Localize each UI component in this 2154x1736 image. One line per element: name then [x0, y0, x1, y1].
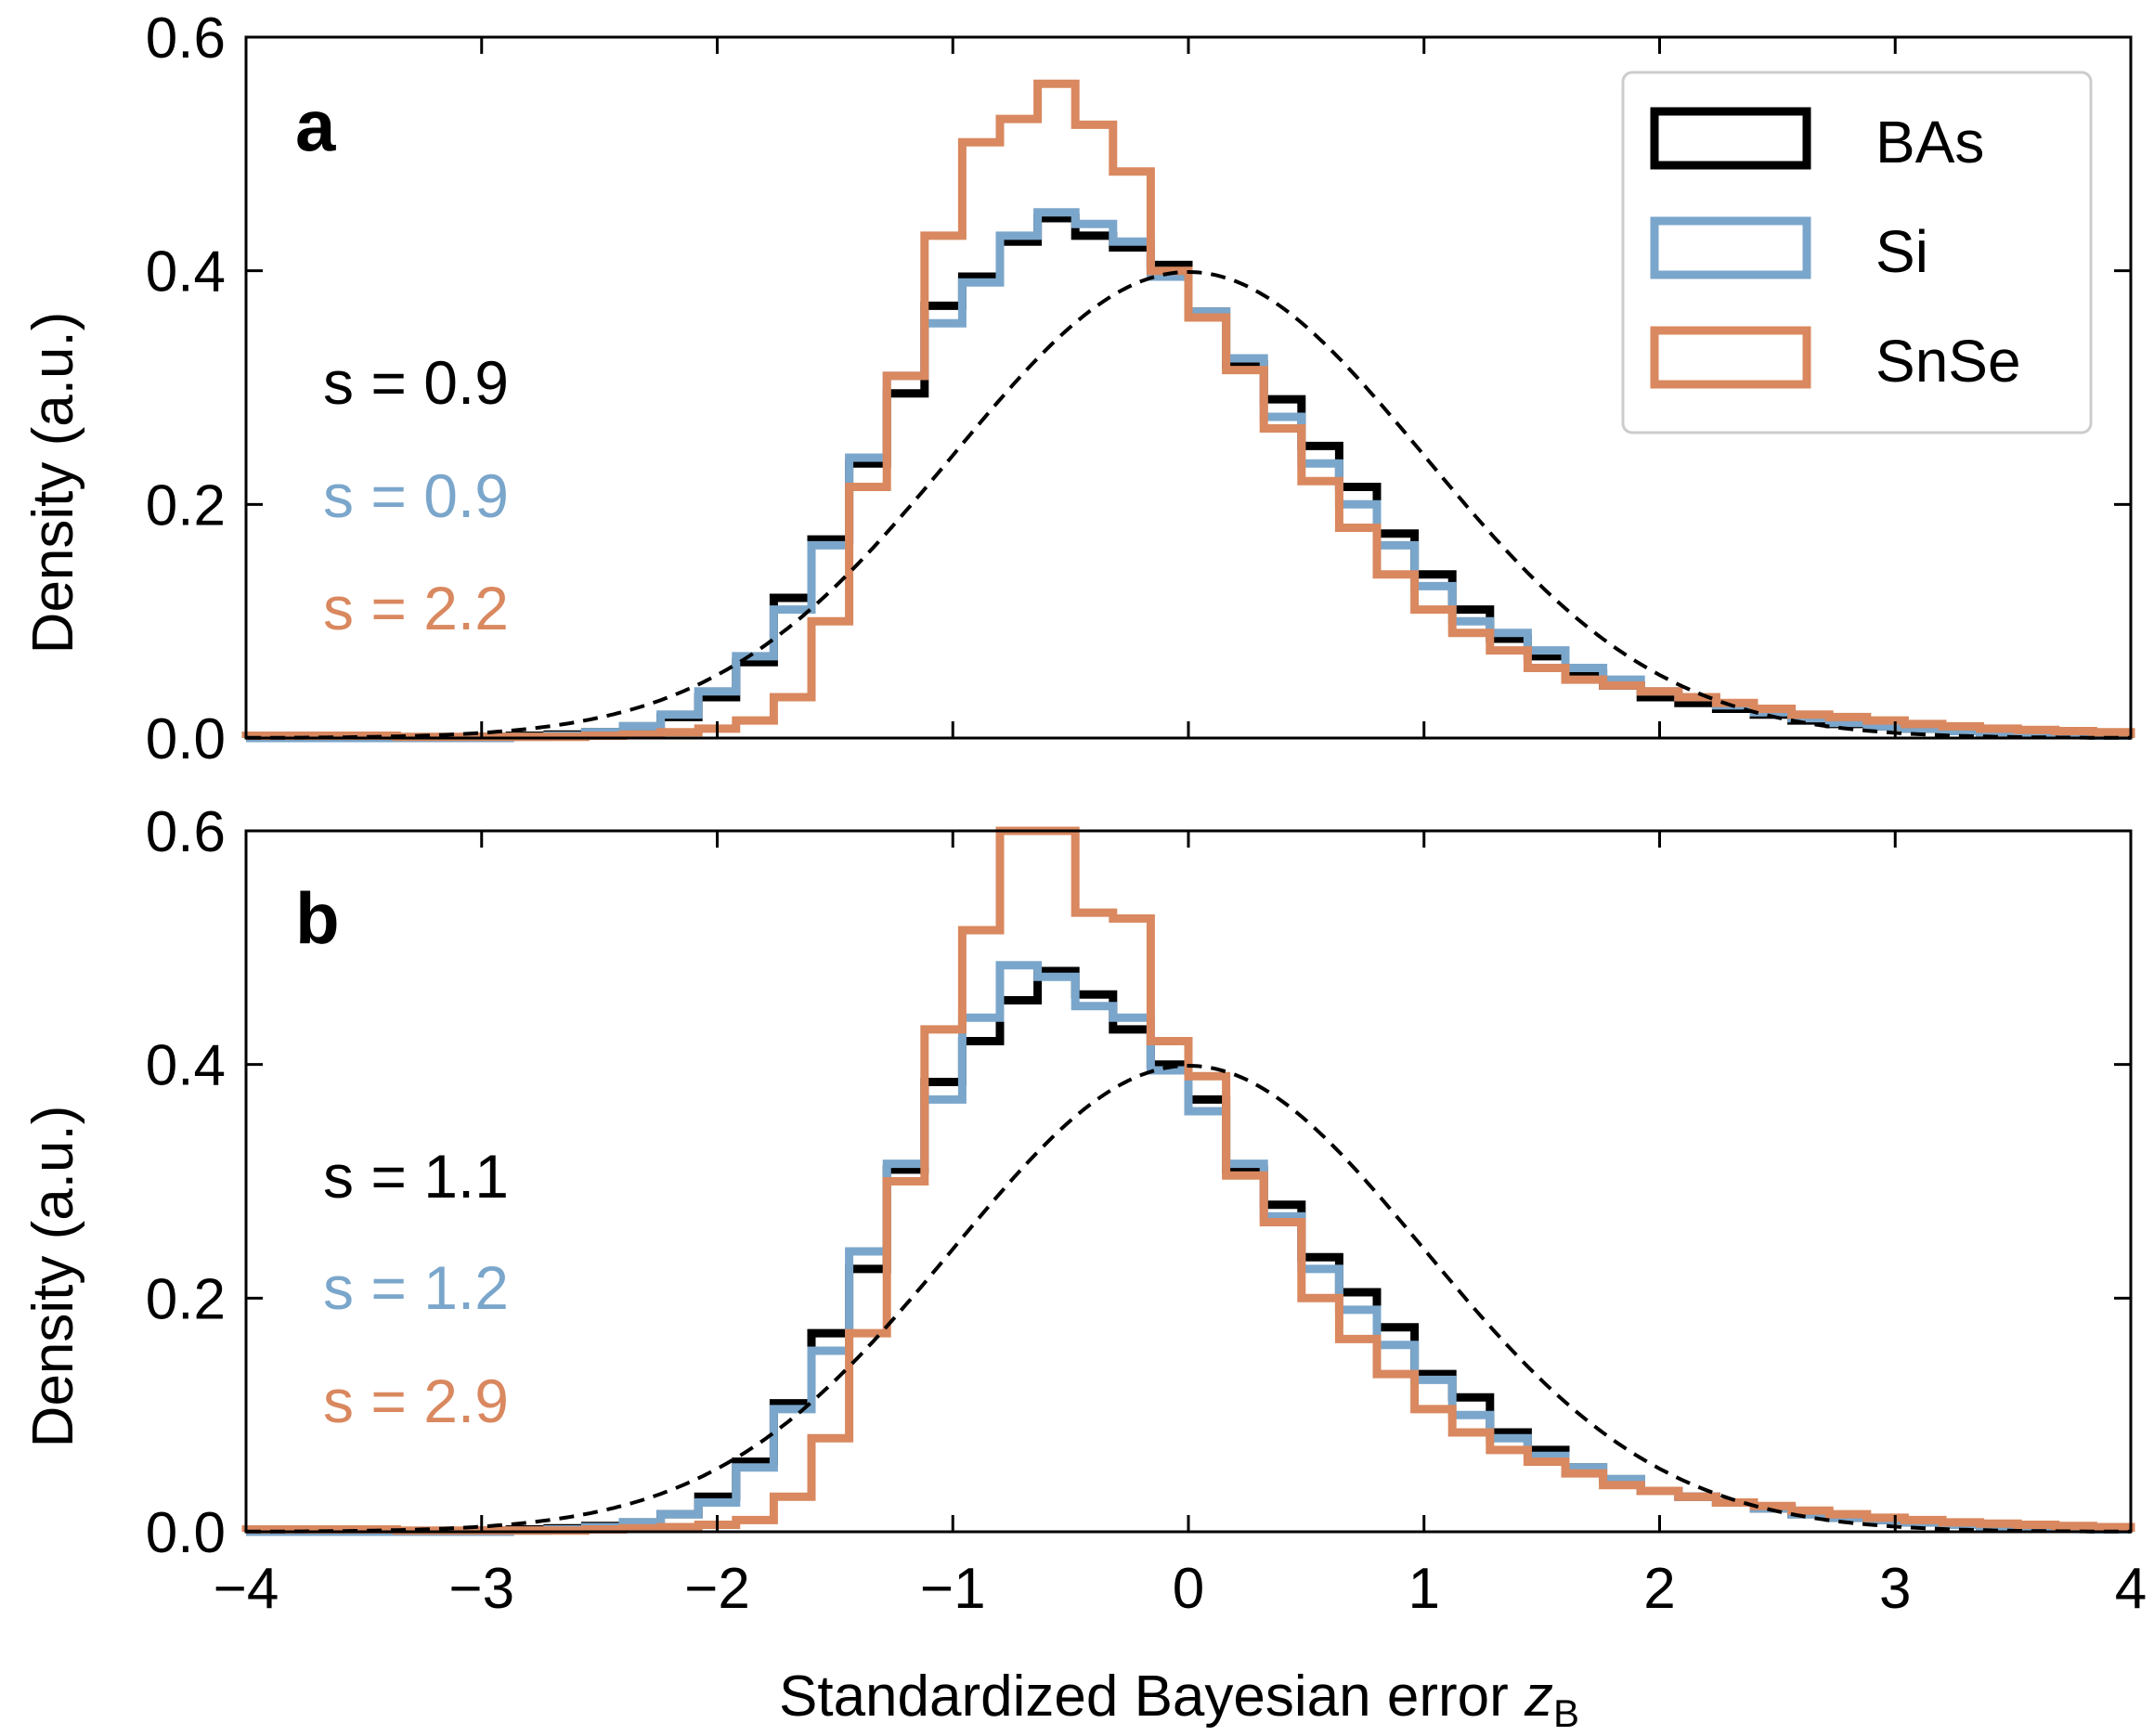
panel-a-ticks: 0.0 0.2 0.4 0.6: [146, 6, 2133, 771]
panel-b-annotation-bas: s = 1.1: [323, 1142, 509, 1211]
legend-label-si: Si: [1875, 218, 1928, 285]
panel-a-y-tick-label: 0.4: [146, 240, 226, 304]
x-tick-label: 0: [1173, 1557, 1204, 1621]
legend-swatch-bas: [1650, 107, 1811, 170]
x-tick-label: 2: [1643, 1557, 1675, 1621]
panel-a-y-tick-label: 0.0: [146, 707, 226, 771]
legend-label-snse: SnSe: [1875, 328, 2021, 395]
panel-a-annotation-si: s = 0.9: [323, 461, 509, 530]
x-tick-label: −4: [214, 1557, 279, 1621]
panel-a: 0.0 0.2 0.4 0.6 a s = 0.9 s = 0.9 s = 2.2 D…: [21, 6, 2135, 771]
panel-a-hist-snse: [241, 79, 2135, 742]
x-tick-label: −1: [920, 1557, 986, 1621]
panel-a-ylabel: Density (a.u.): [21, 312, 85, 654]
panel-b-ticks: −4 −3 −2 −1 0 1 2 3 4 0.0 0.2 0.4 0.6: [146, 800, 2147, 1621]
panel-a-annotation-bas: s = 0.9: [323, 348, 509, 417]
panel-a-y-tick-label: 0.2: [146, 473, 226, 538]
panel-a-histograms: [241, 79, 2135, 743]
panel-b-ylabel: Density (a.u.): [21, 1106, 85, 1448]
panel-b: −4 −3 −2 −1 0 1 2 3 4 0.0 0.2 0.4 0.6 b s = 1.1 s = …: [21, 800, 2147, 1621]
panel-b-y-tick-label: 0.6: [146, 800, 226, 864]
panel-a-annotation-snse: s = 2.2: [323, 574, 509, 642]
panel-a-hist-si: [246, 208, 2135, 743]
panel-b-y-tick-label: 0.4: [146, 1034, 226, 1098]
x-tick-label: 3: [1879, 1557, 1911, 1621]
panel-a-normal-curve: [246, 269, 2131, 740]
legend-swatch-snse: [1650, 326, 1811, 389]
panel-b-annotation-si: s = 1.2: [323, 1253, 509, 1322]
x-axis-label-text: Standardized Bayesian error: [779, 1665, 1525, 1729]
panel-b-hist-snse: [241, 826, 2135, 1535]
x-tick-label: 1: [1408, 1557, 1440, 1621]
legend: BAs Si SnSe: [1621, 71, 2093, 434]
x-tick-label: −3: [448, 1557, 514, 1621]
panel-b-y-tick-label: 0.0: [146, 1501, 226, 1565]
panel-b-y-tick-label: 0.2: [146, 1267, 226, 1331]
x-axis-label-subscript: B: [1553, 1691, 1579, 1735]
panel-b-histograms: [241, 826, 2135, 1536]
panel-a-letter: a: [295, 84, 336, 166]
panel-b-normal-curve: [246, 1063, 2131, 1534]
legend-label-bas: BAs: [1875, 109, 1984, 175]
legend-swatch-si: [1650, 216, 1811, 279]
x-tick-label: 4: [2115, 1557, 2147, 1621]
x-axis-label: Standardized Bayesian error zB: [779, 1665, 1579, 1735]
panel-a-y-tick-label: 0.6: [146, 6, 226, 71]
panel-b-letter: b: [295, 877, 340, 959]
panel-b-annotation-snse: s = 2.9: [323, 1367, 509, 1435]
x-axis-label-symbol: z: [1524, 1665, 1553, 1729]
x-tick-label: −2: [684, 1557, 750, 1621]
